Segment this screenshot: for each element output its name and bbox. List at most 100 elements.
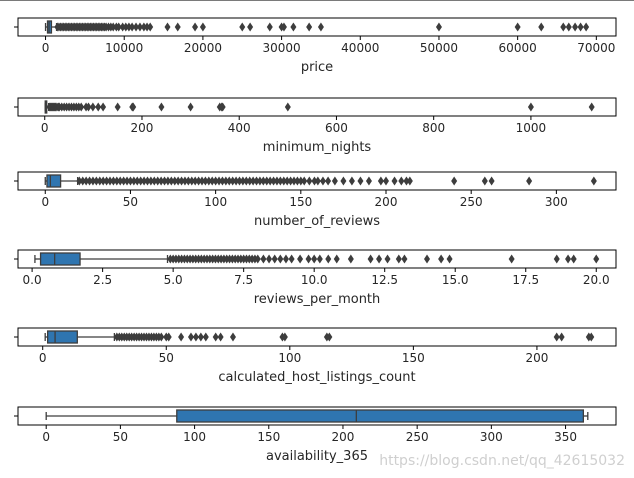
outlier-point [250,176,257,186]
outlier-point [297,176,304,186]
x-tick-label: 0.0 [23,273,42,287]
watermark-text: https://blog.csdn.net/qq_42615032 [379,453,625,469]
x-tick-label: 100 [204,195,227,209]
outlier-point [222,176,229,186]
outlier-point [277,254,284,264]
x-tick-label: 5.0 [164,273,183,287]
outlier-point [133,22,140,32]
iqr-box [46,174,62,188]
outlier-point [147,22,154,32]
outlier-point [565,254,572,264]
outlier-point [78,102,85,112]
outlier-point [391,176,398,186]
outlier-point [527,102,534,112]
outlier-point [325,176,332,186]
x-tick-label: 150 [289,195,312,209]
outlier-point [326,332,333,342]
x-tick-label: 2.5 [93,273,112,287]
outlier-point [481,176,488,186]
outlier-point [288,254,295,264]
outlier-point [560,22,567,32]
x-tick-label: 200 [525,351,548,365]
outlier-point [243,176,250,186]
outlier-point [270,176,277,186]
outlier-point [593,254,600,264]
subplot-1: 0 10000 20000 30000 40000 50000 60000 70000 pric… [14,17,617,75]
outlier-point [96,176,103,186]
x-tick-label: 10000 [105,41,143,55]
outlier-point [333,254,340,264]
x-tick-label: 40000 [341,41,379,55]
outlier-point [588,332,595,342]
outlier-point [229,332,236,342]
outlier-point [538,22,545,32]
outlier-point [588,102,595,112]
x-tick-label: 300 [480,430,503,444]
outlier-point [192,332,199,342]
outlier-point [331,176,338,186]
outlier-point [253,176,260,186]
x-axis-title: reviews_per_month [254,292,381,307]
outlier-point [187,332,194,342]
subplot-3: 0 50 100 150 200 250 300 number_of_reviews [14,171,617,229]
outlier-point [306,22,313,32]
outlier-point [89,102,96,112]
outlier-point [158,176,165,186]
outlier-point [271,254,278,264]
outlier-point [147,176,154,186]
outlier-point [219,176,226,186]
outlier-point [260,176,267,186]
outlier-point [403,176,410,186]
x-tick-label: 0 [42,430,50,444]
outlier-point [119,22,126,32]
outlier-point [188,176,195,186]
x-axis-title: calculated_host_listings_count [218,370,415,385]
iqr-box [39,252,81,266]
outlier-point [127,176,134,186]
outlier-point [395,254,402,264]
outlier-point [164,176,171,186]
outlier-point [301,176,308,186]
x-tick-label: 200 [131,121,154,135]
outlier-point [246,176,253,186]
x-tick-label: 60000 [499,41,537,55]
x-tick-label: 350 [554,430,577,444]
outlier-point [291,176,297,186]
x-tick-label: 150 [402,351,425,365]
outlier-point [311,176,318,186]
outlier-point [144,176,151,186]
outlier-point [367,254,374,264]
outlier-point [178,176,185,186]
outlier-point [325,254,332,264]
outlier-point [168,176,175,186]
x-tick-label: 250 [460,195,483,209]
x-tick-label: 0 [39,351,47,365]
outlier-point [281,332,288,342]
x-tick-label: 50 [159,351,174,365]
outlier-point [158,102,165,112]
outlier-point [79,176,86,186]
outlier-point [572,22,579,32]
outlier-point [514,22,521,32]
outlier-point [124,176,131,186]
outlier-point [398,176,405,186]
x-tick-label: 400 [228,121,251,135]
outlier-point [136,22,143,32]
outlier-point [401,254,408,264]
outlier-point [202,332,209,342]
x-axis-title: price [301,60,333,75]
subplot-5: 0 50 100 150 200 calculated_host_listings_cou… [14,327,617,385]
outlier-point [239,176,246,186]
outlier-point [508,254,515,264]
outlier-point [558,332,565,342]
outlier-point [130,176,137,186]
outlier-point [151,176,158,186]
outlier-point [311,254,318,264]
outlier-point [365,176,372,186]
outlier-point [314,176,321,186]
outlier-point [376,254,383,264]
outlier-point [209,176,216,186]
outlier-point [435,22,442,32]
outlier-point [137,176,144,186]
outlier-point [347,254,354,264]
